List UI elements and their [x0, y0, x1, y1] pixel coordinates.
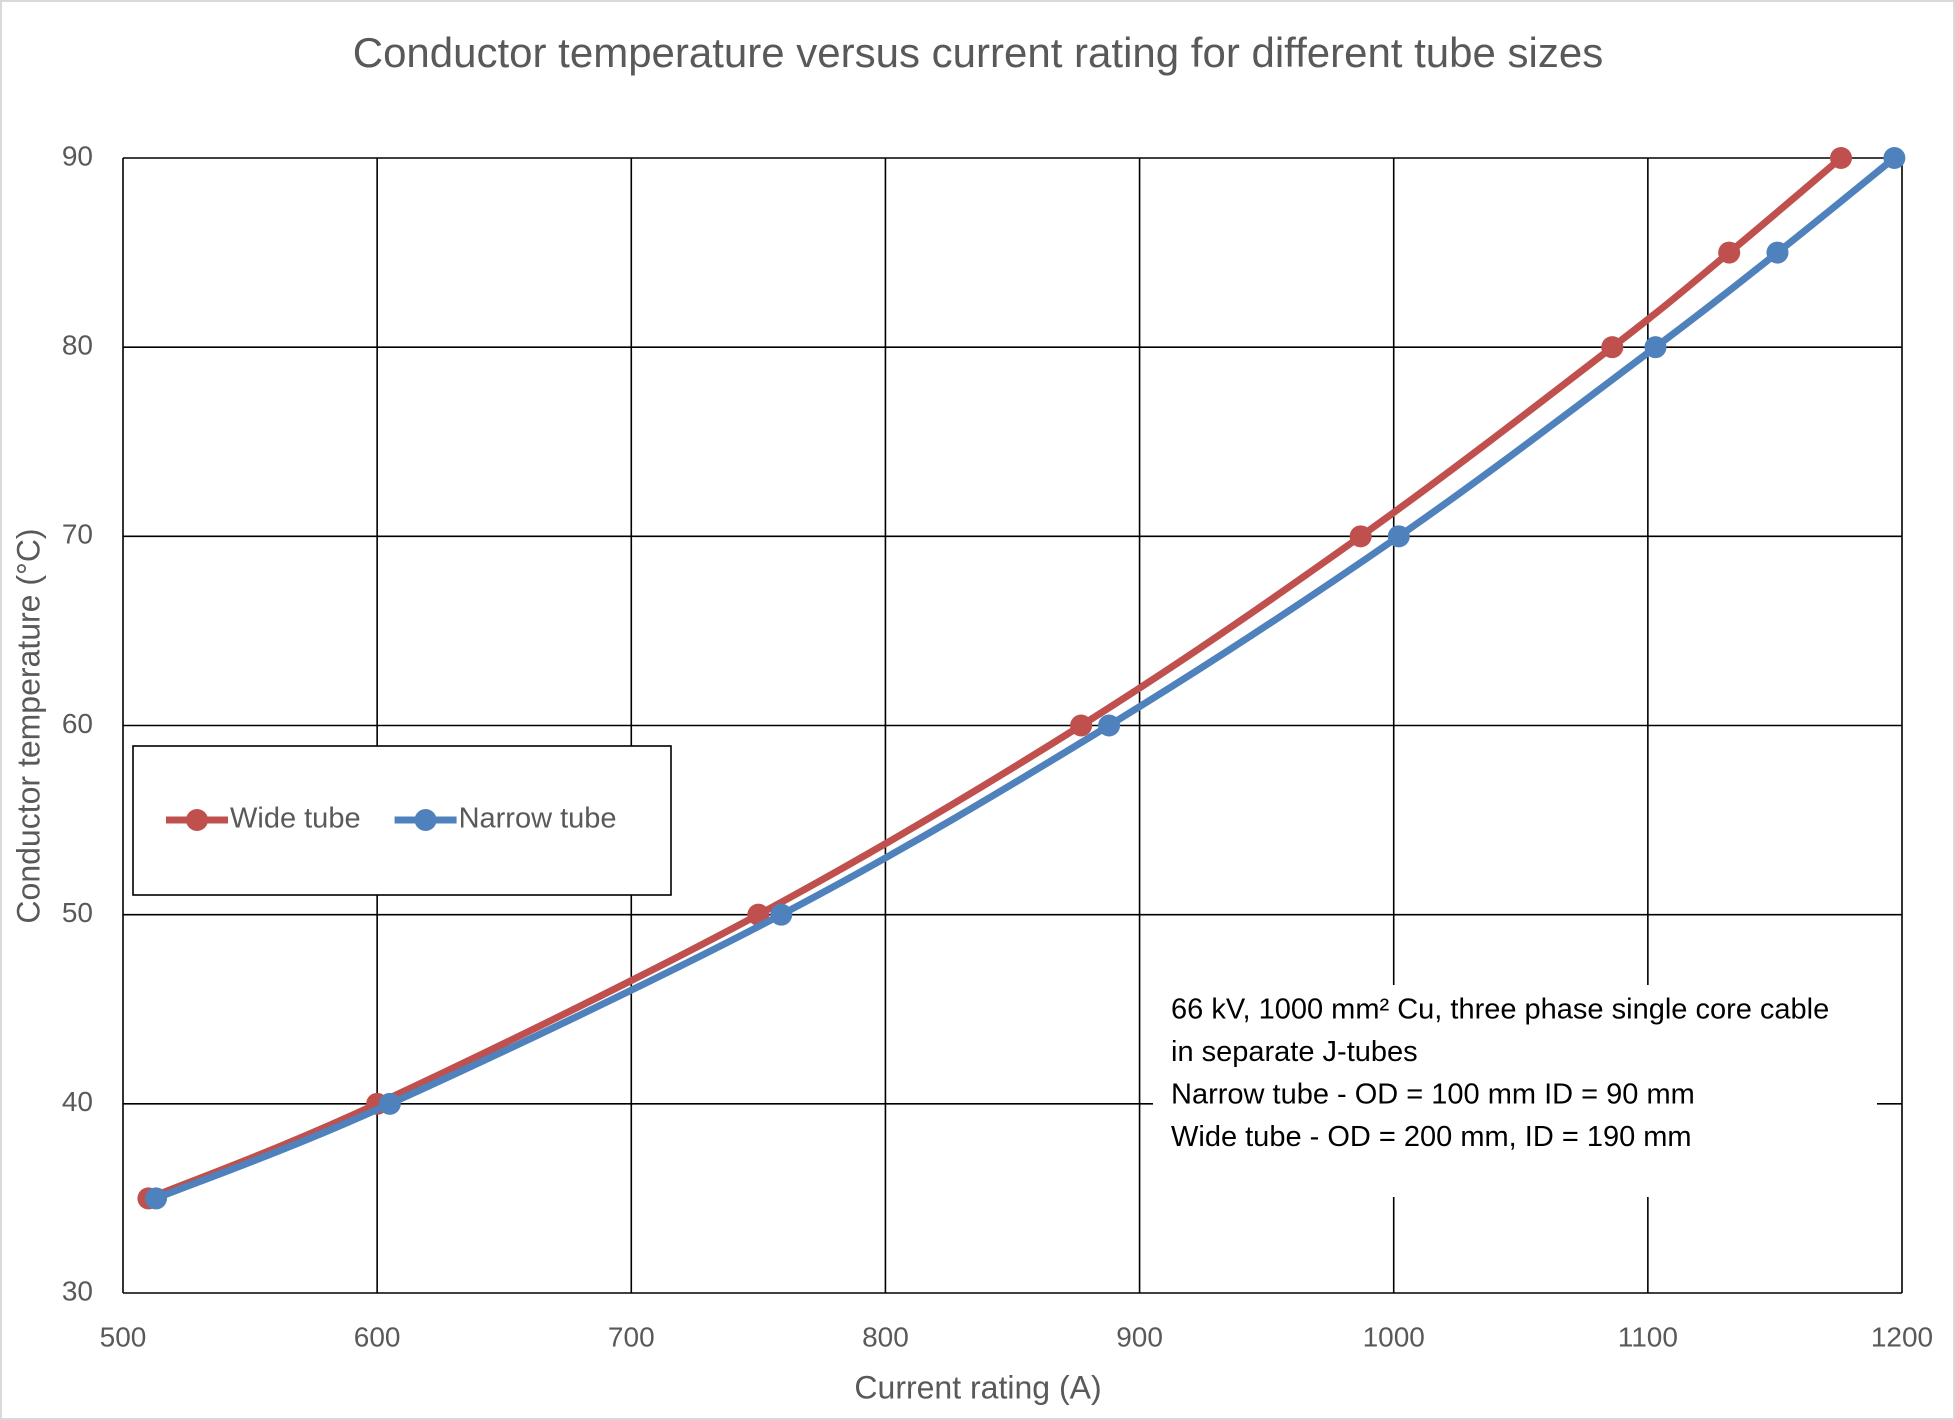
y-tick-label: 30 [62, 1275, 93, 1306]
data-point [1349, 525, 1372, 548]
x-tick-label: 1100 [1618, 1321, 1678, 1352]
data-point [1070, 714, 1093, 737]
data-point [770, 903, 793, 926]
y-tick-label: 90 [62, 140, 93, 171]
legend-label: Narrow tube [459, 803, 617, 835]
data-point [378, 1092, 401, 1115]
data-point [1387, 525, 1410, 548]
y-tick-label: 80 [62, 330, 93, 361]
y-tick-label: 60 [62, 708, 93, 739]
annotation-text: in separate J-tubes [1171, 1036, 1418, 1068]
y-tick-label: 50 [62, 897, 93, 928]
grid: 30 40 50 60 70 80 90 500 600 700 800 900 1000 1100 120… [62, 140, 1933, 1352]
series [137, 147, 1906, 1210]
x-tick-label: 800 [862, 1321, 909, 1352]
data-point [145, 1187, 168, 1210]
annotation-box [1153, 985, 1877, 1197]
data-point [1830, 147, 1853, 169]
annotation-text: Narrow tube - OD = 100 mm ID = 90 mm [1171, 1079, 1695, 1111]
annotation-text: 66 kV, 1000 mm² Cu, three phase single c… [1171, 994, 1829, 1026]
data-point [1883, 147, 1906, 169]
y-tick-label: 70 [62, 519, 93, 550]
chart-title: Conductor temperature versus current rat… [353, 29, 1604, 76]
legend-label: Wide tube [230, 803, 361, 835]
x-tick-label: 700 [608, 1321, 655, 1352]
data-point [1718, 241, 1741, 264]
x-tick-label: 600 [354, 1321, 401, 1352]
data-point [1601, 336, 1624, 359]
y-axis-title: Conductor temperature (°C) [10, 528, 46, 923]
x-tick-label: 900 [1116, 1321, 1163, 1352]
legend-marker [186, 809, 208, 831]
series-line [154, 155, 1897, 1202]
x-tick-label: 1000 [1363, 1321, 1425, 1352]
legend-marker [414, 809, 437, 831]
series-line [147, 155, 1844, 1202]
data-point [1766, 241, 1789, 264]
y-tick-label: 40 [62, 1086, 93, 1117]
data-point [1098, 714, 1121, 737]
x-tick-label: 1200 [1871, 1321, 1933, 1352]
x-tick-label: 500 [100, 1321, 147, 1352]
overlay: Wide tube Narrow tube 66 kV, 1000 mm² Cu, … [132, 745, 1877, 1197]
annotation-text: Wide tube - OD = 200 mm, ID = 190 mm [1171, 1121, 1692, 1153]
data-point [1644, 336, 1667, 359]
x-axis-title: Current rating (A) [854, 1369, 1101, 1405]
